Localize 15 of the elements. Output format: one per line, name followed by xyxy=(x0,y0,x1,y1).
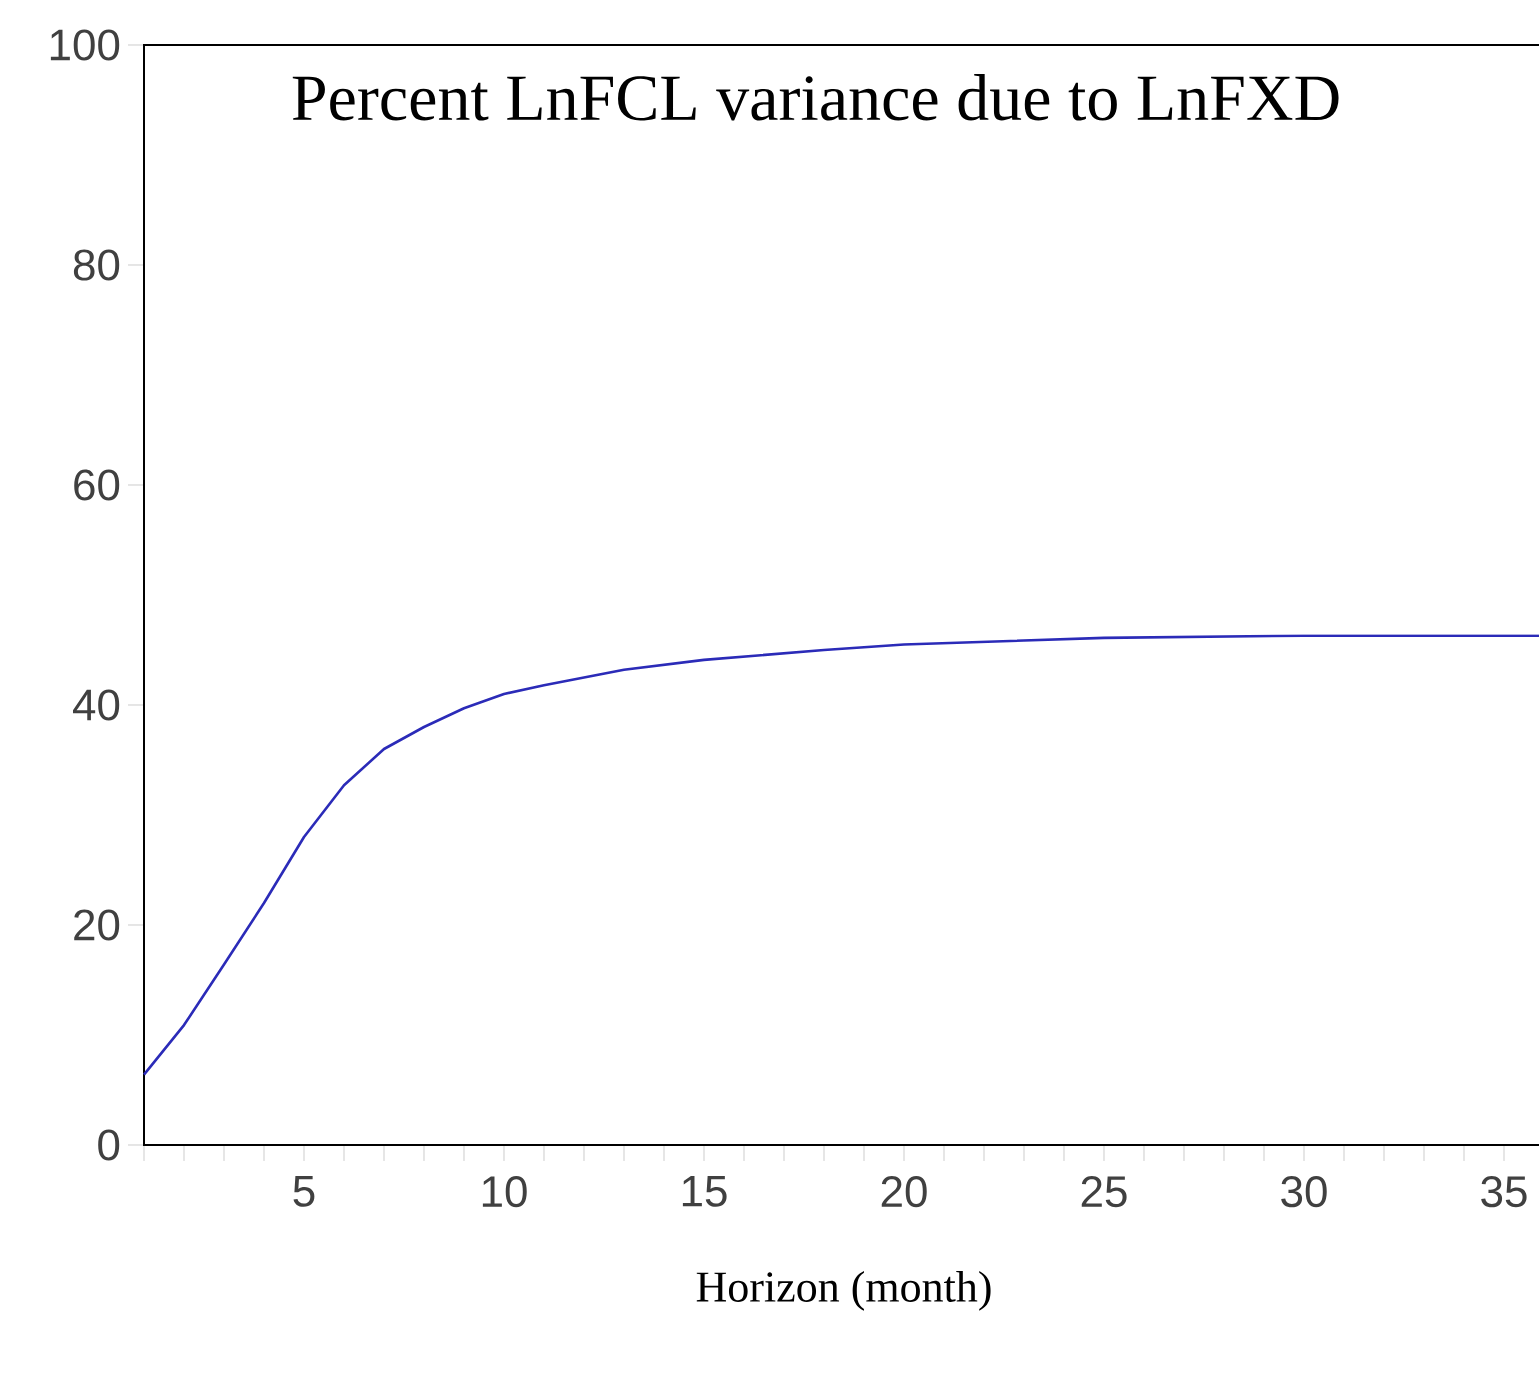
x-tick-label: 5 xyxy=(293,1176,315,1207)
y-tick-label: 0 xyxy=(98,1129,120,1161)
x-axis-title: Horizon (month) xyxy=(696,1270,991,1311)
y-tick-label: 20 xyxy=(74,909,120,941)
x-tick-label: 30 xyxy=(1281,1176,1327,1208)
x-tick-label: 25 xyxy=(1081,1176,1127,1208)
x-tick-label: 35 xyxy=(1481,1176,1527,1208)
x-tick-label: 10 xyxy=(482,1176,527,1208)
x-tick-label: 20 xyxy=(881,1176,927,1208)
y-tick-label: 60 xyxy=(74,469,120,501)
y-tick-label: 40 xyxy=(73,689,120,721)
y-tick-label: 100 xyxy=(50,29,120,61)
x-tick-label: 15 xyxy=(682,1176,727,1207)
y-tick-label: 80 xyxy=(73,249,120,281)
chart-title: Percent LnFCL variance due to LnFXD xyxy=(292,74,1339,121)
